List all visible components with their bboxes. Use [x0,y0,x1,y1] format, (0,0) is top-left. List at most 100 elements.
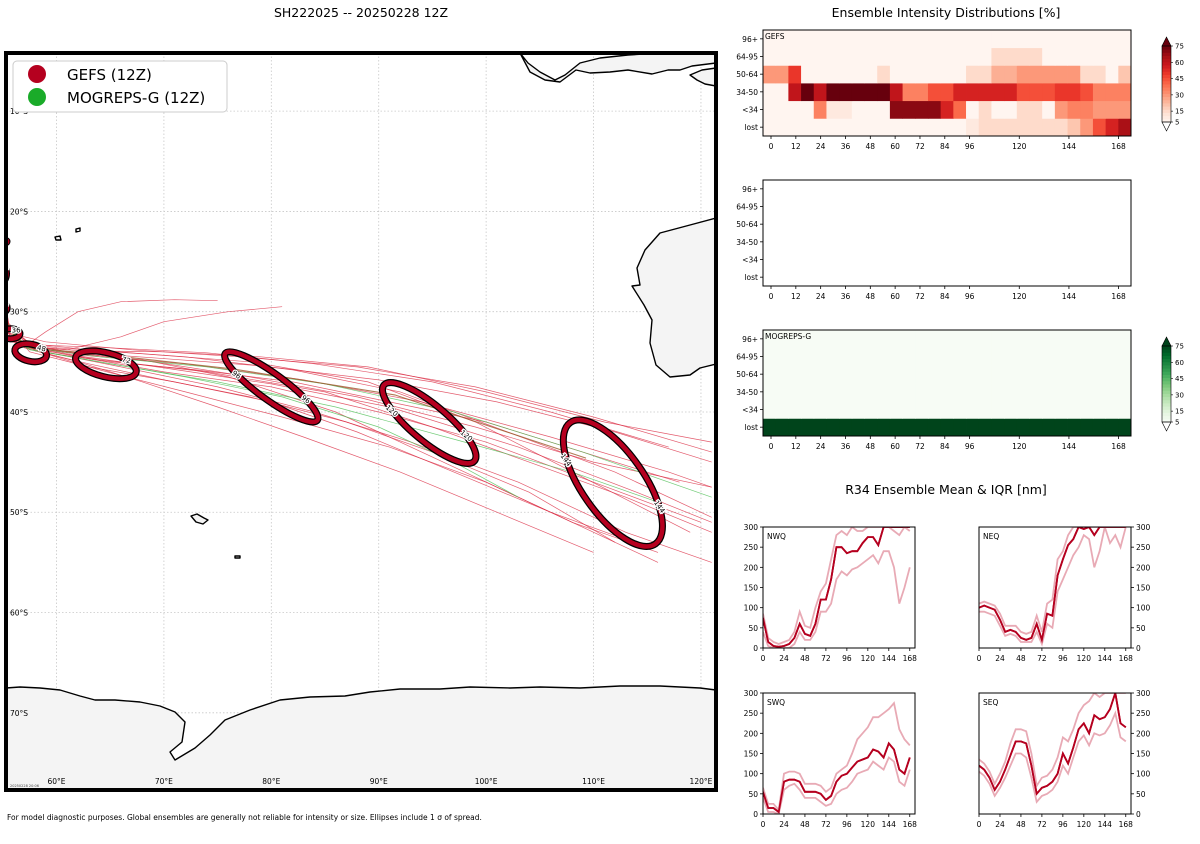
colorbar-step [1162,346,1171,350]
heatmap-cell [991,118,1005,137]
heatmap-cell [953,65,967,84]
heatmap-cell [1067,83,1081,102]
heatmap-cell [851,347,865,366]
heatmap-cell [1029,383,1043,402]
heatmap-frame [762,179,1132,287]
heatmap-cell [889,30,903,49]
heatmap-cell [915,347,929,366]
r34-xtick-label: 48 [1016,820,1026,829]
heatmap-xtick-label: 72 [915,292,925,301]
heatmap-cell [788,400,802,419]
ellipse-fill-ring [12,341,49,365]
heatmap-cell [1092,47,1107,66]
heatmap-cell [1080,330,1094,349]
heatmap-cell [902,383,916,402]
heatmap-cell [1067,65,1081,84]
r34-panel-name: SEQ [983,698,998,707]
r34-xtick-label: 72 [1037,820,1047,829]
heatmap-cell [1029,400,1043,419]
lon-tick-label: 80°E [262,777,280,786]
ellipse-fill-ring [380,380,479,466]
heatmap-cell [1054,400,1068,419]
heatmap-cell [1118,383,1132,402]
gefs-member-track [6,327,712,523]
heatmap-cell [1016,400,1030,419]
colorbar-step [1162,387,1171,391]
heatmap-cell [1004,347,1018,366]
heatmap-cell [775,47,789,66]
colorbar-step [1162,84,1171,88]
heatmap-cell [1092,65,1107,84]
colorbar-tick-label: 5 [1175,419,1179,427]
heatmap-cell [1067,383,1081,402]
colorbar-tick-label: 75 [1175,43,1184,51]
heatmap-xtick-label: 60 [890,142,900,151]
heatmap-cell [839,30,853,49]
heatmap-cell [902,83,916,102]
heatmap-xtick-label: 120 [1012,142,1027,151]
heatmap-cell [1118,100,1132,119]
r34-xtick-label: 48 [800,654,810,663]
heatmap-cell [978,418,992,437]
heatmap-cell [775,30,789,49]
heatmap-cell [915,383,929,402]
heatmap-cell [1029,65,1043,84]
heatmap-cell [889,418,903,437]
heatmap-cell [953,30,967,49]
r34-lines [979,527,1127,647]
heatmap-cell [788,418,802,437]
heatmap-cell [1054,118,1068,137]
heatmap-xtick-label: 84 [940,442,950,451]
r34-xtick-label: 120 [861,820,876,829]
heatmap-cell [826,400,840,419]
heatmap-cell [1016,365,1030,384]
heatmap-cell [1042,418,1056,437]
colorbar-step [1162,87,1171,91]
heatmap-ytick-label: <34 [742,406,758,415]
heatmap-cell [1016,383,1030,402]
heatmap-cell [775,118,789,137]
heatmap-cell [775,100,789,119]
heatmap-cell [801,118,815,137]
footer-note: For model diagnostic purposes. Global en… [7,813,482,822]
heatmap-xtick-label: 168 [1111,292,1126,301]
heatmap-cell [953,400,967,419]
heatmap-cell [966,418,980,437]
r34-panel-name: SWQ [767,698,785,707]
r34-xtick-label: 0 [977,820,982,829]
heatmap-cell [1080,100,1094,119]
ellipse-fill-ring [222,349,321,425]
heatmap-xtick-label: 96 [965,442,975,451]
heatmap-cell [801,47,815,66]
heatmap-ytick-label: 34-50 [736,88,758,97]
track-map: 1212242436364848727296969696120120120120… [4,51,718,792]
heatmap-xtick-label: 96 [965,292,975,301]
heatmap-cell [1118,65,1132,84]
r34-q25-line [763,756,911,814]
r34-ytick-label: 150 [1136,584,1151,593]
heatmap-cell [839,418,853,437]
r34-xtick-label: 144 [882,654,897,663]
heatmap-cell [1080,383,1094,402]
heatmap-cell [1029,47,1043,66]
heatmap-cell [801,30,815,49]
heatmap-cell [1016,47,1030,66]
heatmap-xtick-label: 120 [1012,292,1027,301]
heatmap-cell [966,400,980,419]
heatmap-cell [1016,65,1030,84]
heatmap-cell [1016,418,1030,437]
r34-panel-bg [979,693,1131,814]
heatmap-cell [1042,347,1056,366]
heatmap-cell [953,383,967,402]
colorbar-max-arrow [1161,336,1172,347]
heatmap-cell [1004,47,1018,66]
heatmap-cell [889,118,903,137]
legend-marker-mogreps [28,88,46,106]
colorbar: 5 15 30 45 60 75 [1161,336,1184,432]
heatmap-cell [826,347,840,366]
legend-label-gefs: GEFS (12Z) [67,66,152,84]
heatmap-ytick-label: 34-50 [736,388,758,397]
heatmap-cell [1016,347,1030,366]
